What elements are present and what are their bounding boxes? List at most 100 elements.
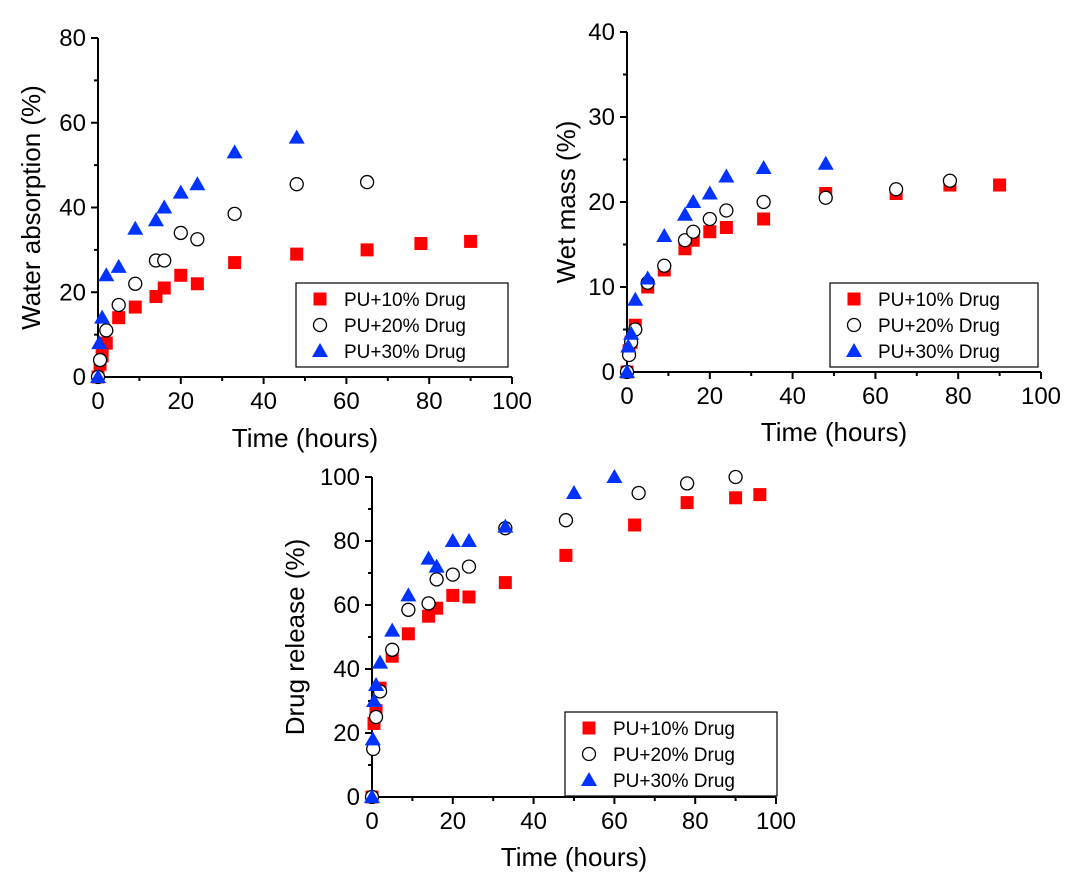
legend: PU+10% Drug PU+20% Drug PU+30% Drug xyxy=(295,282,509,368)
y-tick-label: 40 xyxy=(333,656,360,683)
series-pu-20-drug xyxy=(619,173,958,380)
data-point xyxy=(190,232,205,247)
y-tick-label: 0 xyxy=(73,364,86,391)
legend: PU+10% Drug PU+20% Drug PU+30% Drug xyxy=(564,711,778,797)
data-point xyxy=(226,144,243,159)
data-point xyxy=(445,567,460,582)
y-tick-label: 60 xyxy=(333,592,360,619)
data-point xyxy=(400,587,417,602)
data-point xyxy=(99,323,114,338)
x-tick-label: 60 xyxy=(333,388,360,415)
data-point xyxy=(718,168,735,183)
data-point xyxy=(498,576,512,590)
y-tick-label: 100 xyxy=(320,464,360,491)
data-point xyxy=(685,194,702,208)
x-tick-label: 80 xyxy=(945,383,972,410)
data-point xyxy=(421,596,436,611)
y-tick-label: 60 xyxy=(59,110,86,137)
data-point xyxy=(112,311,126,325)
y-axis-title: Wet mass (%) xyxy=(551,121,581,284)
y-axis-title: Drug release (%) xyxy=(280,539,310,736)
y-tick-label: 80 xyxy=(59,25,86,52)
series-pu-20-drug xyxy=(90,174,375,385)
legend-label-pu-10-drug: PU+10% Drug xyxy=(878,290,1000,311)
data-point xyxy=(289,177,304,192)
data-point xyxy=(111,297,126,313)
data-point xyxy=(753,488,767,502)
data-point xyxy=(384,622,401,637)
legend-label-pu-20-drug: PU+20% Drug xyxy=(344,316,466,337)
data-point xyxy=(227,206,242,222)
x-tick-label: 60 xyxy=(601,808,628,835)
legend-box xyxy=(295,282,509,368)
data-point xyxy=(701,185,718,200)
y-tick-label: 40 xyxy=(588,19,615,46)
legend-label-pu-30-drug: PU+30% Drug xyxy=(613,771,735,792)
data-point xyxy=(368,677,385,691)
legend-marker-pu-20-drug xyxy=(312,317,328,333)
legend-marker-pu-20-drug xyxy=(581,746,597,762)
data-point xyxy=(360,243,374,257)
data-point xyxy=(368,709,384,725)
data-point xyxy=(559,548,573,562)
wet-mass-chart: 0 10 20 30 40 0 20 40 60 80 100 Time (hours) Wet mas… xyxy=(551,19,1061,447)
x-tick-label: 100 xyxy=(492,388,532,415)
data-point xyxy=(228,256,242,270)
legend-marker-pu-10-drug xyxy=(582,721,596,735)
data-point xyxy=(460,533,477,547)
data-point xyxy=(128,300,142,314)
data-point xyxy=(147,212,164,227)
data-point xyxy=(420,550,437,565)
y-tick-label: 30 xyxy=(588,104,615,131)
series-pu-30-drug xyxy=(619,155,834,378)
data-point xyxy=(462,590,476,604)
data-point xyxy=(461,559,477,574)
y-tick-label: 40 xyxy=(59,195,86,222)
data-point xyxy=(359,174,375,190)
data-point xyxy=(366,693,383,707)
data-point xyxy=(91,335,108,350)
data-point xyxy=(558,513,574,528)
data-point xyxy=(686,224,701,239)
data-point xyxy=(679,476,695,491)
data-point xyxy=(676,206,693,221)
data-point xyxy=(942,173,958,188)
x-tick-label: 0 xyxy=(365,808,378,835)
data-point xyxy=(446,588,460,602)
data-point xyxy=(428,558,445,573)
data-point xyxy=(757,212,771,226)
data-point xyxy=(190,277,204,291)
y-tick-label: 80 xyxy=(333,528,360,555)
x-tick-label: 0 xyxy=(620,383,633,410)
data-point xyxy=(719,203,734,218)
y-tick-label: 10 xyxy=(588,274,615,301)
data-point xyxy=(993,178,1007,192)
x-tick-label: 0 xyxy=(91,388,104,415)
data-point xyxy=(680,496,694,510)
data-point xyxy=(656,228,673,242)
data-point xyxy=(619,364,635,378)
data-point xyxy=(90,369,106,383)
x-tick-label: 80 xyxy=(416,388,443,415)
y-tick-label: 20 xyxy=(588,189,615,216)
y-tick-label: 20 xyxy=(59,279,86,306)
y-tick-label: 20 xyxy=(333,720,360,747)
data-point xyxy=(429,572,444,587)
y-axis-title: Water absorption (%) xyxy=(16,85,46,330)
legend-label-pu-10-drug: PU+10% Drug xyxy=(613,719,735,740)
x-tick-label: 100 xyxy=(756,808,796,835)
data-point xyxy=(92,352,108,368)
data-point xyxy=(414,237,428,251)
legend-marker-pu-10-drug xyxy=(847,292,861,306)
data-point xyxy=(719,221,733,234)
x-tick-label: 20 xyxy=(167,388,194,415)
data-point xyxy=(157,281,171,295)
data-point xyxy=(172,184,189,199)
legend-label-pu-20-drug: PU+20% Drug xyxy=(878,316,1000,337)
legend-label-pu-30-drug: PU+30% Drug xyxy=(878,342,1000,363)
data-point xyxy=(189,176,206,191)
data-point xyxy=(94,309,111,324)
legend-marker-pu-30-drug xyxy=(846,343,862,357)
data-point xyxy=(702,211,717,227)
data-point xyxy=(623,325,640,340)
